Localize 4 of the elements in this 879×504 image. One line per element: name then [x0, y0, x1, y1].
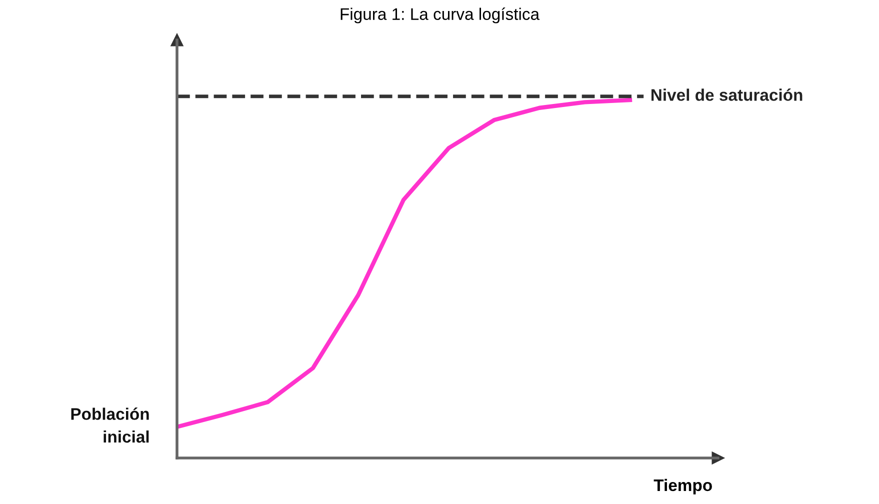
ref-line-label: Nivel de saturación: [652, 88, 802, 101]
chart-title: Figura 1: La curva logística: [340, 8, 540, 24]
x-axis-title: Tiempo: [654, 478, 712, 494]
text: Población inicial: [71, 408, 149, 443]
